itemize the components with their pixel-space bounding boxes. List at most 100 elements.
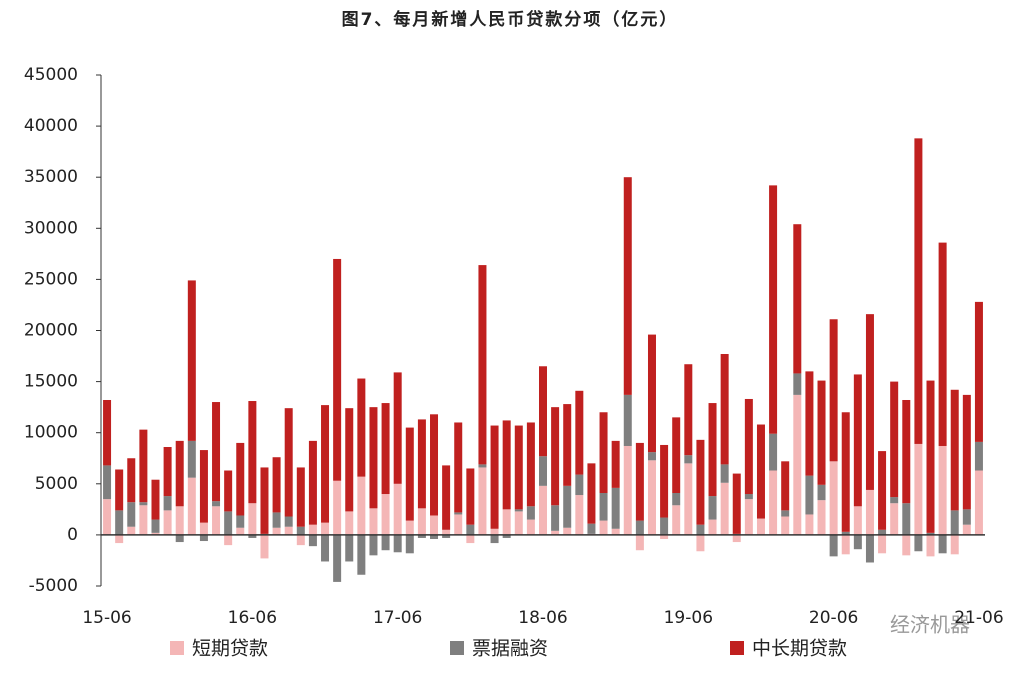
bar-segment [914, 534, 923, 552]
bar-segment [829, 461, 838, 535]
bar-segment [127, 502, 136, 527]
bar-segment [623, 177, 632, 395]
bar-segment [720, 482, 729, 535]
bar-segment [865, 314, 874, 490]
bar-segment [442, 465, 451, 530]
bar-segment [405, 427, 414, 521]
y-tick-label: 40000 [24, 116, 78, 136]
bar-segment [308, 440, 317, 525]
bar-segment [974, 441, 983, 471]
bar-segment [575, 390, 584, 475]
bar-segment [805, 514, 814, 535]
bar-segment [890, 381, 899, 498]
bar-segment [539, 366, 547, 457]
bar-segment [139, 502, 148, 506]
bar-segment [103, 499, 112, 535]
bar-segment [454, 512, 463, 515]
bar-segment [199, 534, 208, 542]
bar-segment [284, 516, 293, 527]
bar-segment [490, 528, 499, 535]
bar-segment [853, 374, 862, 507]
bar-segment [793, 394, 802, 535]
x-tick-label: 16-06 [228, 608, 277, 628]
bar-segment [139, 429, 148, 503]
bar-segment [381, 403, 390, 495]
bar-segment [563, 404, 572, 486]
bar-segment [611, 528, 620, 535]
bar-segment [563, 527, 572, 535]
bar-segment [623, 394, 632, 446]
bar-segment [127, 526, 136, 535]
bar-segment [272, 457, 281, 513]
y-tick-label: 15000 [24, 372, 78, 392]
bar-segment [333, 258, 342, 481]
bar-segment [296, 534, 305, 546]
bar-segment [926, 532, 935, 535]
bar-segment [781, 510, 790, 517]
bar-segment [430, 515, 439, 535]
bar-segment [865, 489, 874, 535]
bar-segment [950, 389, 959, 511]
bar-segment [333, 534, 342, 582]
bar-segment [962, 394, 971, 510]
bar-segment [708, 403, 717, 497]
bar-segment [660, 444, 669, 518]
bar-segment [151, 479, 160, 520]
bar-segment [672, 505, 681, 535]
bar-segment [466, 468, 475, 525]
x-tick-label: 20-06 [809, 608, 858, 628]
bar-segment [369, 508, 378, 535]
bar-segment [430, 534, 439, 539]
bar-segment [950, 534, 959, 555]
bar-segment [393, 483, 402, 535]
bar-segment [405, 520, 414, 535]
bar-segment [611, 440, 620, 488]
bar-segment [732, 473, 741, 534]
bar-segment [708, 519, 717, 535]
bar-segment [732, 534, 741, 543]
bar-segment [175, 506, 184, 535]
bar-segment [248, 503, 257, 535]
bar-segment [890, 497, 899, 504]
bar-segment [417, 534, 426, 538]
bar-segment [478, 265, 487, 465]
x-tick-label: 18-06 [518, 608, 567, 628]
bar-segment [611, 487, 620, 529]
bar-segment [115, 534, 124, 544]
y-tick-label: 30000 [24, 218, 78, 238]
bar-segment [841, 534, 850, 555]
bar-segment [442, 534, 451, 538]
bar-segment [115, 510, 124, 535]
bar-segment [647, 334, 656, 453]
bar-segment [296, 467, 305, 527]
bar-segment [357, 378, 366, 477]
bar-segment [308, 524, 317, 535]
bar-segment [647, 460, 656, 535]
bar-segment [284, 408, 293, 517]
bar-segment [466, 524, 475, 535]
bar-segment [599, 492, 608, 521]
legend-swatch [730, 641, 744, 655]
bar-segment [490, 534, 499, 544]
bar-segment [321, 534, 330, 562]
bar-segment [199, 522, 208, 535]
y-tick-label: 5000 [35, 474, 78, 494]
bar-segment [672, 492, 681, 506]
legend-label: 票据融资 [472, 638, 548, 660]
bar-segment [647, 452, 656, 461]
x-tick-label: 17-06 [373, 608, 422, 628]
bar-segment [187, 440, 196, 478]
bar-segment [914, 443, 923, 535]
bar-segment [878, 529, 887, 535]
bar-segment [865, 534, 874, 563]
bar-segment [563, 485, 572, 528]
bar-segment [781, 461, 790, 511]
bar-segment [793, 224, 802, 374]
bar-segment [417, 508, 426, 535]
legend-label: 短期贷款 [192, 638, 268, 660]
bar-segment [163, 496, 172, 511]
bar-segment [163, 447, 172, 497]
bar-segment [587, 463, 596, 524]
bar-segment [212, 506, 221, 535]
